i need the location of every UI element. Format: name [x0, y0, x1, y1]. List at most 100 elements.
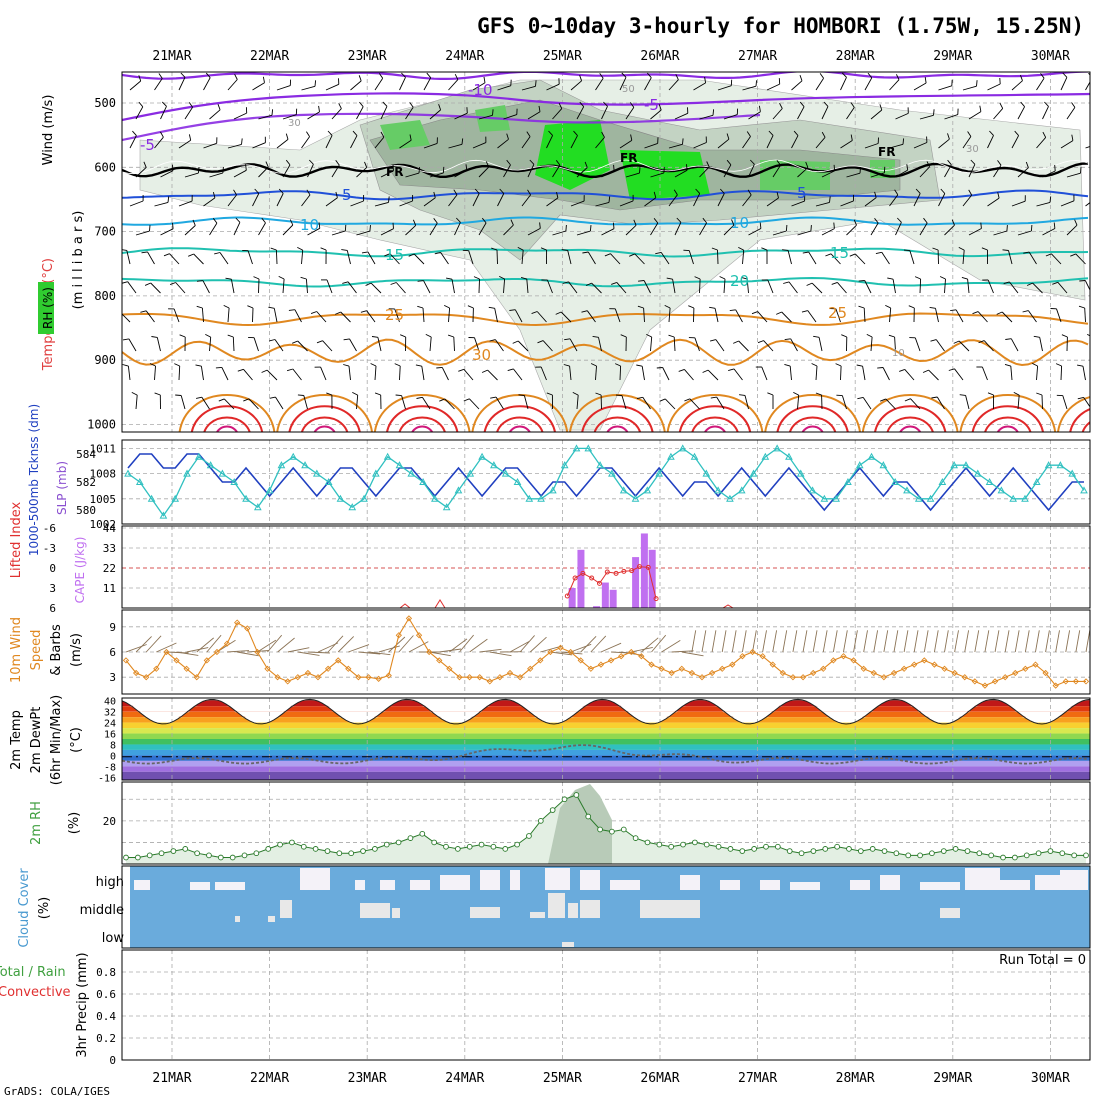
- wind-barb: [301, 250, 304, 265]
- wind-barb-flag: [811, 363, 818, 367]
- wind10-marker: [426, 648, 433, 656]
- wind-barb: [1017, 230, 1032, 236]
- wind-barb-flag: [929, 306, 936, 309]
- wind-barb-flag: [758, 105, 761, 112]
- wind-barb-flag: [1003, 281, 1010, 285]
- slp-marker: [796, 469, 805, 477]
- cloud-clear-cell: [380, 880, 395, 890]
- wind-barb-flag: [535, 80, 537, 87]
- wind-barb-flag: [1036, 392, 1043, 396]
- wind-barb: [307, 164, 314, 178]
- wind-barb: [366, 310, 376, 323]
- wind-barb: [380, 106, 388, 120]
- wind10-marker: [183, 665, 190, 672]
- wind-barb-flag: [143, 161, 147, 168]
- wind-barb-flag: [866, 333, 873, 338]
- wind-barb: [248, 398, 259, 410]
- wind-barb: [987, 83, 1001, 91]
- wind-barb-flag: [483, 76, 486, 83]
- wind-barb-flag: [684, 398, 691, 402]
- wind-barb: [252, 142, 266, 149]
- ylabel-rh2m-2: (%): [67, 812, 82, 835]
- wind-barb-flag: [755, 80, 758, 87]
- wind10-marker: [607, 657, 615, 664]
- wind-barb-flag: [196, 280, 203, 282]
- wind-barb: [840, 140, 853, 149]
- wind-barb-flag: [659, 398, 666, 402]
- wind-barb-flag: [149, 363, 156, 367]
- wind-barb-flag: [782, 249, 789, 251]
- ylabel-precip-1: Total / Rain: [0, 965, 66, 980]
- ylabel-precip-3: 3hr Precip (mm): [75, 952, 90, 1057]
- wind10-marker: [698, 674, 706, 681]
- wind-barb-flag: [1080, 167, 1082, 174]
- cloud-clear-cell: [190, 882, 210, 890]
- wind-barb-flag: [140, 310, 147, 313]
- slp-marker: [490, 461, 498, 469]
- wind10-barb: [913, 630, 919, 653]
- wind-barb-flag: [384, 253, 391, 257]
- wind-barb-flag: [154, 392, 161, 396]
- wind-barb-flag: [1020, 101, 1025, 107]
- wind-barb-flag: [673, 189, 678, 196]
- wind-barb: [1066, 224, 1078, 236]
- ylabel-temp2m-2: 2m DewPt: [29, 707, 44, 774]
- wind10-barb: [923, 630, 929, 653]
- wind-barb-flag: [970, 159, 976, 165]
- wind-barb-flag: [999, 102, 1004, 109]
- wind-barb: [1017, 167, 1029, 178]
- wind-barb: [892, 279, 896, 294]
- wind10-marker: [931, 661, 938, 668]
- wind10-marker: [991, 678, 999, 685]
- wind-barb: [494, 308, 498, 323]
- wind-barb: [870, 109, 883, 120]
- wind-barb: [423, 280, 431, 294]
- wind-barb-flag: [169, 282, 176, 286]
- slp-marker: [702, 469, 711, 477]
- rh2m-marker: [265, 846, 272, 852]
- wind-barb: [258, 114, 273, 120]
- wind-barb-flag: [506, 159, 511, 166]
- precip-axis: 0.80.60.40.20: [96, 966, 116, 1067]
- wind-barb-flag: [537, 340, 544, 344]
- wind10-speed-line: [122, 615, 1090, 689]
- wind-barb-flag: [158, 73, 163, 79]
- wind-barb-flag: [1019, 74, 1023, 81]
- slp-marker: [549, 486, 557, 494]
- wind-barb: [346, 250, 351, 265]
- wind-barb: [935, 308, 939, 323]
- wind-barb: [448, 79, 459, 91]
- wind10-marker: [284, 678, 291, 685]
- label-t-m10: -10: [468, 81, 493, 99]
- wind-barb: [684, 369, 694, 381]
- wind-barb-flag: [741, 276, 748, 280]
- wind-barb-flag: [394, 363, 401, 367]
- rh2m-marker: [822, 846, 829, 852]
- rh2m-marker: [656, 841, 663, 848]
- slp-tick: 1008: [90, 468, 117, 481]
- wind-barb-flag: [793, 130, 799, 136]
- wind-barb-flag: [286, 368, 294, 372]
- wind-barb-flag: [850, 134, 853, 141]
- wind-barb-flag: [364, 161, 368, 168]
- wind-barb-flag: [463, 398, 470, 402]
- wind-barb-flag: [490, 396, 497, 399]
- li-marker: [564, 593, 570, 599]
- ylabel-precip-2: Convective: [0, 985, 71, 1000]
- wind-barb: [178, 365, 181, 381]
- rh2m-marker: [217, 854, 224, 861]
- wind-barb-flag: [968, 189, 973, 196]
- wind-barb: [316, 311, 327, 323]
- wind-barb-flag: [629, 102, 635, 108]
- surface-temp-arc: [1093, 427, 1100, 441]
- wind-barb: [200, 366, 204, 381]
- wind-barb-flag: [271, 109, 274, 116]
- wind10-marker: [193, 674, 200, 681]
- date-label-top: 25MAR: [543, 49, 582, 64]
- slp-tick: 1005: [90, 493, 117, 506]
- wind-barb-flag: [629, 253, 635, 257]
- wind-barb-flag: [1045, 253, 1052, 257]
- wind-barb: [258, 222, 266, 236]
- wind-barb: [230, 279, 235, 294]
- wind-barb-flag: [894, 189, 899, 196]
